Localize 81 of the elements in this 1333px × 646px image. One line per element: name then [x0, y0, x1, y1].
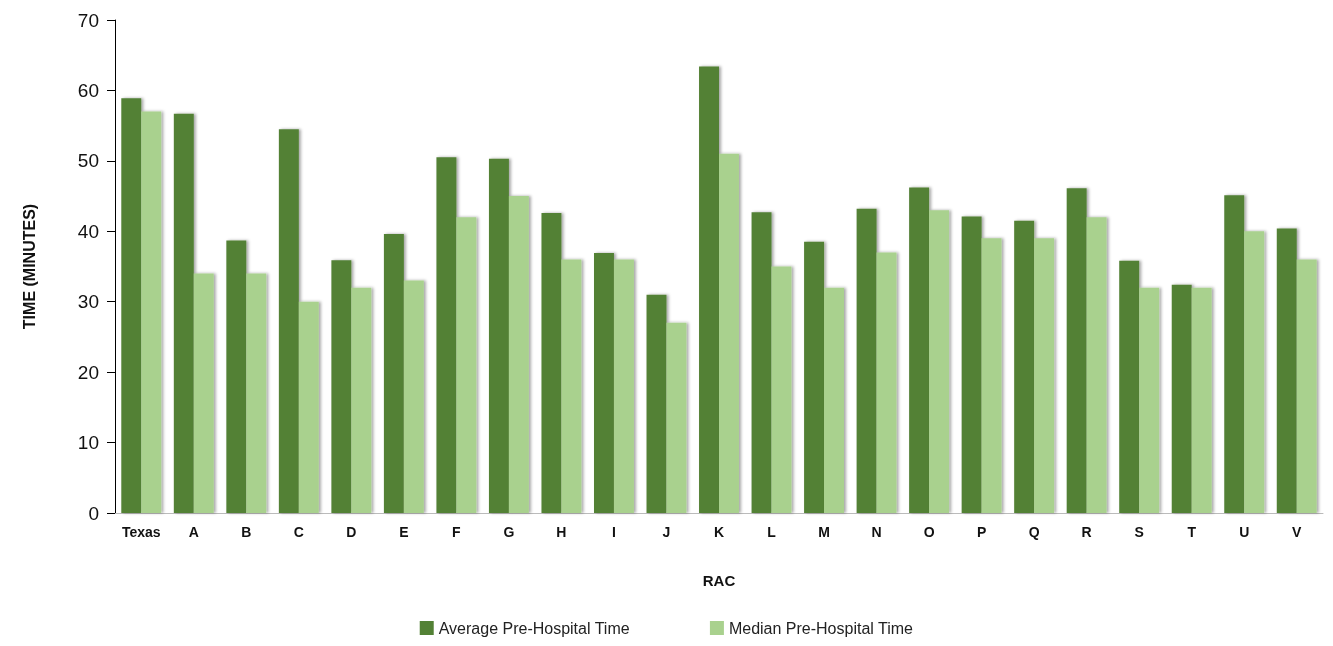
legend-label: Average Pre-Hospital Time	[438, 619, 630, 637]
y-tick-label: 30	[77, 291, 99, 313]
bar	[856, 208, 877, 513]
y-tick-label: 40	[77, 220, 99, 242]
bar	[226, 240, 247, 513]
x-tick-label: J	[662, 524, 671, 540]
bar	[331, 260, 352, 513]
x-tick-label: D	[346, 524, 357, 540]
bar	[561, 259, 582, 513]
x-tick-label: U	[1239, 524, 1250, 540]
bar	[541, 212, 562, 513]
bar	[613, 259, 634, 513]
bar	[594, 253, 614, 513]
bar	[751, 212, 772, 513]
x-tick-label: M	[818, 524, 830, 540]
x-axis-title: RAC	[702, 572, 736, 589]
x-tick-label: I	[612, 524, 616, 540]
legend-label: Median Pre-Hospital Time	[728, 619, 914, 637]
bar	[666, 322, 687, 513]
x-tick-label: R	[1081, 524, 1092, 540]
bar	[141, 111, 162, 513]
bar	[699, 66, 719, 513]
x-tick-label: P	[976, 524, 987, 540]
bar	[909, 187, 930, 513]
bar	[1171, 284, 1192, 513]
x-tick-label: V	[1292, 524, 1303, 540]
x-tick-label: Texas	[121, 524, 161, 540]
x-tick-label: L	[767, 524, 777, 540]
bar	[719, 153, 739, 513]
x-tick-label: F	[452, 524, 462, 540]
x-tick-label: Q	[1028, 524, 1040, 540]
y-tick-label: 60	[77, 79, 99, 101]
bar	[508, 196, 529, 513]
bar	[456, 217, 477, 513]
bar	[1086, 217, 1107, 513]
bar	[981, 238, 1002, 513]
bar	[646, 294, 667, 513]
x-tick-label: O	[923, 524, 935, 540]
bar	[1276, 228, 1297, 513]
y-tick-label: 10	[77, 432, 99, 454]
x-tick-label: T	[1187, 524, 1197, 540]
x-tick-label: C	[293, 524, 304, 540]
bar	[804, 241, 825, 513]
bar	[383, 234, 404, 513]
x-tick-label: N	[871, 524, 882, 540]
x-tick-label: A	[188, 524, 199, 540]
bar	[1191, 287, 1212, 513]
x-tick-label: H	[556, 524, 567, 540]
bar	[1034, 238, 1055, 513]
x-tick-label: K	[713, 524, 725, 540]
bar	[193, 273, 214, 513]
bar	[278, 129, 299, 513]
bar	[771, 266, 792, 513]
y-tick-label: 0	[88, 502, 99, 524]
x-tick-label: E	[399, 524, 409, 540]
bar	[876, 252, 897, 513]
bar	[173, 113, 194, 513]
x-tick-label: B	[241, 524, 252, 540]
bar	[488, 158, 509, 513]
bar	[298, 301, 319, 513]
bar	[961, 216, 982, 513]
bar	[1066, 188, 1087, 513]
bar	[436, 157, 457, 513]
bar	[1244, 231, 1265, 513]
bar	[1139, 287, 1160, 513]
x-tick-label: G	[503, 524, 515, 540]
y-tick-label: 70	[77, 9, 99, 31]
bar	[403, 280, 424, 513]
x-tick-label: S	[1134, 524, 1144, 540]
bar	[121, 98, 142, 513]
bar	[824, 287, 844, 513]
y-axis-title: TIME (MINUTES)	[20, 203, 38, 330]
bar	[246, 273, 267, 513]
y-tick-label: 50	[77, 150, 99, 172]
bar	[1296, 259, 1317, 513]
bar	[1014, 220, 1035, 513]
bar	[351, 287, 372, 513]
bar	[1119, 260, 1140, 513]
bar	[929, 210, 950, 513]
y-tick-label: 20	[77, 361, 99, 383]
bar	[1224, 195, 1245, 513]
